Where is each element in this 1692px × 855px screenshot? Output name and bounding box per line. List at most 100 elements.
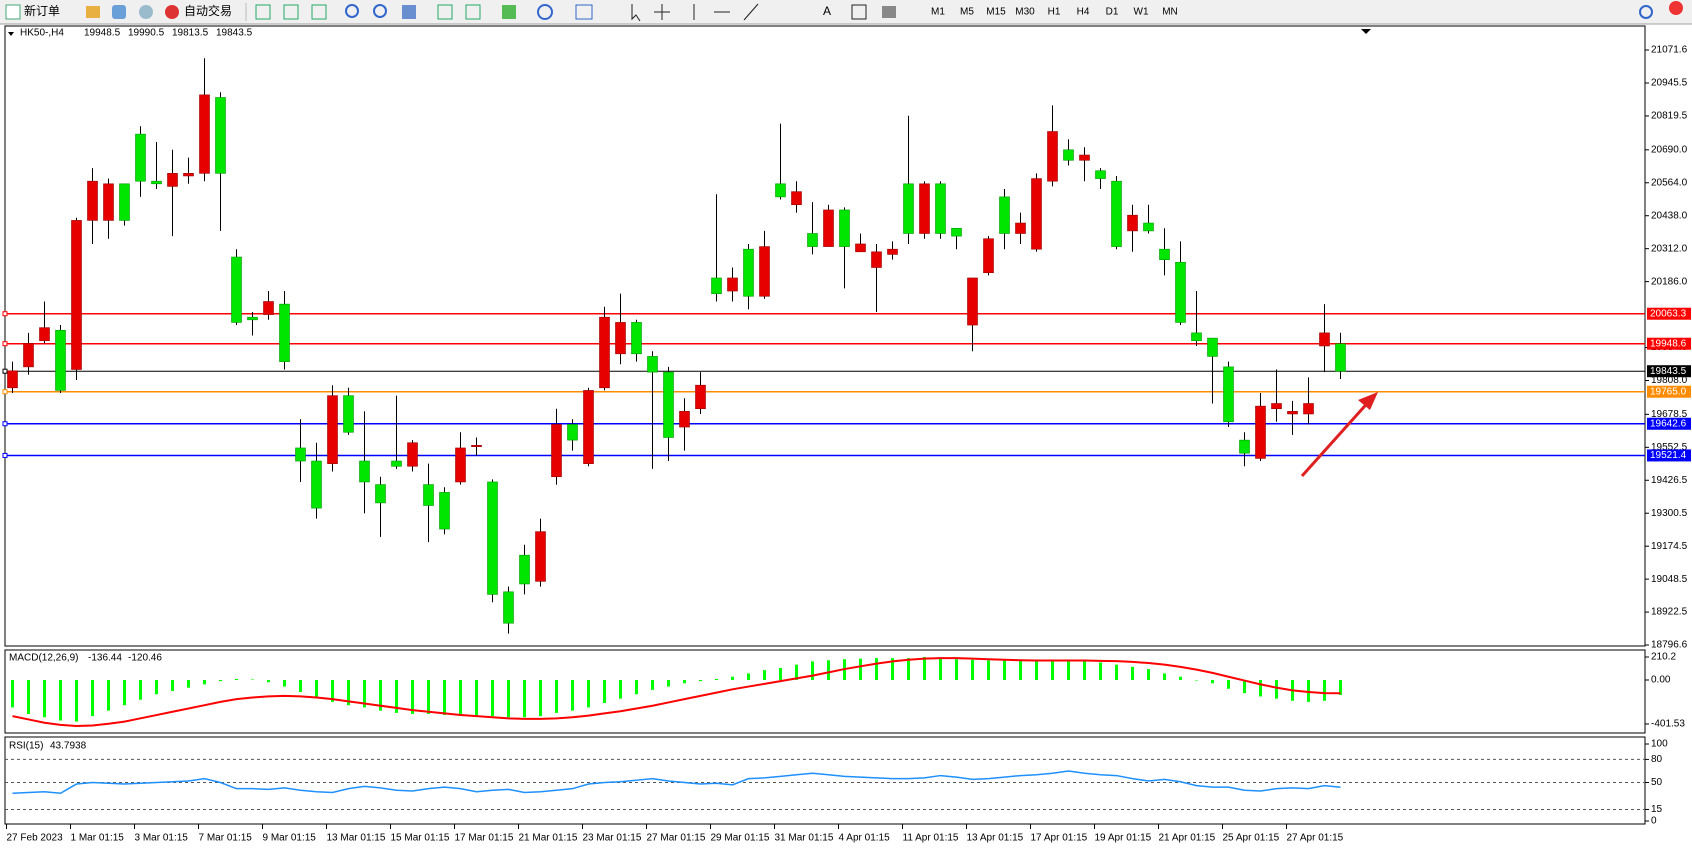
tool-icon[interactable] [465, 4, 481, 20]
timeframe-button[interactable]: H1 [1048, 7, 1061, 18]
menu-arrow[interactable] [8, 32, 14, 36]
candle-body [999, 196, 1010, 234]
timeframe-button[interactable]: M30 [1015, 7, 1035, 18]
y-tick-label: 19552.5 [1651, 442, 1688, 453]
macd-bar [619, 680, 622, 699]
period-icon[interactable] [537, 4, 553, 20]
trend-icon[interactable] [743, 3, 759, 21]
timeframe-button[interactable]: M5 [960, 7, 974, 18]
candle-body [263, 301, 274, 315]
macd-bar [283, 680, 286, 687]
zoom-out[interactable] [373, 4, 387, 18]
x-tick-label: 4 Apr 01:15 [839, 833, 891, 844]
tool-icon[interactable] [112, 5, 126, 19]
indicator-icon[interactable] [502, 5, 516, 19]
y-tick-label: 21071.6 [1651, 45, 1688, 56]
candle-body [247, 316, 258, 321]
macd-bar [475, 680, 478, 717]
macd-signal-line [12, 657, 1341, 727]
macd-frame [4, 649, 1646, 734]
candle-body [1143, 222, 1154, 232]
level-handle[interactable] [2, 452, 8, 458]
x-tick-label: 31 Mar 01:15 [775, 833, 834, 844]
candle-body [375, 484, 386, 504]
macd-bar [939, 658, 942, 681]
timeframe-button[interactable]: D1 [1106, 7, 1119, 18]
tool-icon[interactable] [283, 4, 299, 20]
candle-body [183, 173, 194, 177]
timeframe-button[interactable]: H4 [1077, 7, 1090, 18]
new-order-icon[interactable] [5, 4, 21, 20]
candle-body [295, 447, 306, 462]
level-handle[interactable] [2, 389, 8, 395]
search-icon[interactable] [1639, 5, 1653, 19]
y-tick-label: 20186.0 [1651, 276, 1688, 287]
y-tick-label: 20312.0 [1651, 243, 1688, 254]
candle-body [887, 248, 898, 255]
tool-icon[interactable] [311, 4, 327, 20]
new-order-button[interactable]: 新订单 [24, 3, 60, 18]
level-label: 20063.3 [1650, 308, 1687, 319]
candle-body [551, 424, 562, 478]
candle-body [423, 484, 434, 506]
macd-bar [587, 680, 590, 708]
auto-trading-button[interactable]: 自动交易 [184, 3, 232, 18]
candle-body [87, 180, 98, 221]
tile-icon[interactable] [402, 5, 416, 19]
macd-bar [91, 680, 94, 717]
x-tick-label: 21 Mar 01:15 [519, 833, 578, 844]
candle-body [215, 97, 226, 174]
rsi-y-tick-label: 0 [1651, 816, 1657, 827]
rsi-name: RSI(15) [9, 741, 43, 752]
rsi-header-value: 43.7938 [50, 741, 87, 752]
candle-body [1015, 222, 1026, 234]
candle-body [871, 251, 882, 268]
level-label-bg [1647, 417, 1691, 430]
tool-icon[interactable] [255, 4, 271, 20]
shapes-tool[interactable] [882, 6, 896, 18]
candle-body [903, 183, 914, 234]
candle-body [631, 322, 642, 355]
level-handle[interactable] [2, 421, 8, 427]
macd-bar [747, 673, 750, 681]
crosshair-icon[interactable] [654, 4, 670, 20]
timeframe-button[interactable]: W1 [1134, 7, 1149, 18]
level-handle[interactable] [2, 341, 8, 347]
candle-body [1095, 170, 1106, 179]
candle-body [1159, 248, 1170, 260]
macd-bar [763, 670, 766, 681]
x-tick-label: 25 Apr 01:15 [1223, 833, 1280, 844]
candle-body [311, 460, 322, 509]
level-handle[interactable] [2, 368, 8, 374]
timeframe-button[interactable]: M15 [986, 7, 1006, 18]
candle-body [615, 322, 626, 355]
x-tick-label: 23 Mar 01:15 [583, 833, 642, 844]
candle-body [519, 554, 530, 585]
zoom-in[interactable] [345, 4, 359, 18]
macd-bar [1163, 673, 1166, 681]
macd-panel: MACD(12,26,9) -136.44 -120.46 210.2 0.00 -40… [4, 649, 1685, 734]
candle-body [967, 277, 978, 326]
level-handle[interactable] [2, 311, 8, 317]
macd-bar [1307, 680, 1310, 702]
tool-icon[interactable] [139, 5, 153, 19]
y-tick-label: 18796.6 [1651, 640, 1688, 651]
candle-body [71, 220, 82, 370]
macd-bar [779, 667, 782, 681]
text-tool[interactable]: A [823, 4, 831, 18]
toolbar-bg [0, 0, 1692, 24]
timeframe-button[interactable]: MN [1162, 7, 1178, 18]
rsi-frame [4, 736, 1646, 825]
tool-icon[interactable] [437, 4, 453, 20]
template-icon[interactable] [575, 4, 593, 20]
auto-trading-icon[interactable] [165, 5, 179, 19]
timeframe-button[interactable]: M1 [931, 7, 945, 18]
cursor-icon[interactable] [631, 4, 641, 22]
level-label-bg [1647, 385, 1691, 398]
tool-icon[interactable] [86, 6, 100, 18]
candle-body [407, 442, 418, 467]
label-tool[interactable] [851, 4, 867, 20]
x-tick-label: 17 Apr 01:15 [1031, 833, 1088, 844]
notification-badge[interactable] [1669, 1, 1683, 15]
